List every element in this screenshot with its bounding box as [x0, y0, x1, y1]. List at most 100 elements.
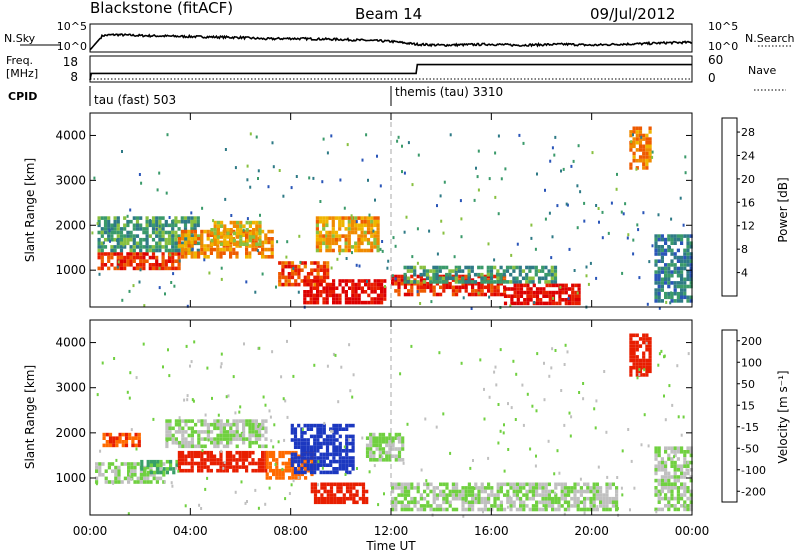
velocity-echo-cell — [181, 433, 185, 438]
power-scatter-cell — [149, 219, 152, 222]
power-echo-cell — [255, 242, 259, 246]
velocity-echo-cell — [335, 452, 339, 457]
velocity-echo-cell — [316, 449, 320, 453]
power-echo-cell — [232, 224, 236, 228]
power-echo-cell — [571, 283, 575, 288]
velocity-echo-cell — [329, 434, 333, 439]
velocity-scatter-cell — [522, 423, 525, 427]
noise-panel: N.Sky 10^5 10^0 10^5 10^0 N.Search — [4, 20, 795, 53]
power-echo-cell — [680, 273, 684, 278]
velocity-echo-cell — [397, 436, 402, 440]
velocity-echo-cell — [300, 459, 304, 464]
power-echo-cell — [119, 259, 124, 263]
power-echo-cell — [558, 298, 562, 302]
power-echo-cell — [525, 265, 529, 270]
velocity-echo-cell — [254, 426, 258, 431]
velocity-echo-cell — [385, 450, 389, 455]
power-echo-cell — [158, 234, 162, 238]
velocity-echo-cell — [554, 486, 558, 490]
power-echo-cell — [322, 241, 326, 246]
power-scatter-cell — [405, 215, 408, 219]
velocity-echo-cell — [272, 450, 276, 455]
power-echo-cell — [129, 234, 133, 238]
velocity-echo-cell — [281, 472, 285, 477]
velocity-echo-cell — [288, 468, 292, 473]
power-echo-cell — [413, 272, 417, 277]
power-echo-cell — [553, 269, 558, 273]
velocity-scatter-cell — [317, 460, 320, 464]
velocity-echo-cell — [319, 463, 323, 467]
power-scatter-cell — [488, 177, 491, 181]
power-scatter-cell — [601, 236, 604, 240]
velocity-scatter-cell — [344, 473, 347, 476]
power-echo-cell — [351, 279, 355, 283]
velocity-scatter-cell — [206, 476, 209, 480]
power-echo-cell — [667, 248, 671, 253]
power-echo-cell — [203, 255, 207, 259]
power-echo-cell — [258, 220, 262, 225]
velocity-echo-cell — [335, 431, 339, 435]
y-tick-label: 3000 — [55, 173, 86, 187]
velocity-scatter-cell — [663, 354, 666, 358]
velocity-echo-cell — [576, 489, 580, 494]
power-echo-cell — [357, 216, 361, 220]
power-echo-cell — [258, 231, 262, 236]
power-echo-cell — [351, 297, 355, 301]
velocity-echo-cell — [531, 482, 535, 487]
velocity-echo-cell — [407, 500, 411, 505]
power-echo-cell — [357, 237, 361, 242]
velocity-scatter-cell — [582, 397, 585, 401]
velocity-echo-cell — [306, 445, 310, 449]
velocity-echo-cell — [127, 462, 131, 466]
power-echo-cell — [360, 237, 364, 242]
velocity-echo-cell — [248, 450, 252, 455]
power-scatter-cell — [374, 198, 376, 202]
velocity-echo-cell — [342, 493, 346, 497]
power-echo-cell — [551, 290, 556, 295]
velocity-echo-cell — [541, 489, 545, 494]
power-echo-cell — [516, 294, 520, 298]
velocity-echo-cell — [579, 507, 583, 512]
power-echo-cell — [316, 279, 320, 283]
power-echo-cell — [473, 272, 478, 277]
power-scatter-cell — [632, 252, 635, 256]
velocity-echo-cell — [190, 458, 194, 462]
velocity-echo-cell — [648, 355, 652, 359]
velocity-echo-cell — [165, 426, 169, 431]
velocity-scatter-cell — [270, 439, 273, 443]
velocity-echo-cell — [325, 449, 330, 453]
power-echo-cell — [477, 289, 481, 293]
velocity-echo-cell — [657, 460, 661, 465]
velocity-scatter-cell — [621, 493, 624, 497]
velocity-scatter-cell — [508, 495, 511, 499]
velocity-echo-cell — [535, 489, 539, 494]
velocity-echo-cell — [369, 447, 373, 451]
power-echo-cell — [258, 235, 262, 239]
power-echo-cell — [366, 219, 371, 224]
power-echo-cell — [132, 255, 136, 260]
power-echo-cell — [373, 290, 377, 294]
velocity-scatter-cell — [200, 507, 203, 510]
power-echo-cell — [548, 283, 552, 288]
power-echo-cell — [119, 237, 124, 242]
power-scatter-cell — [132, 284, 135, 288]
velocity-echo-cell — [660, 496, 664, 501]
velocity-echo-cell — [351, 456, 355, 460]
power-echo-cell — [370, 282, 374, 287]
velocity-echo-cell — [323, 489, 327, 494]
velocity-echo-cell — [381, 450, 386, 455]
power-echo-cell — [196, 248, 200, 253]
power-echo-cell — [654, 299, 658, 303]
velocity-echo-cell — [190, 450, 194, 455]
power-echo-cell — [373, 234, 377, 238]
velocity-echo-cell — [686, 446, 690, 450]
velocity-echo-cell — [165, 437, 169, 441]
velocity-echo-cell — [219, 461, 223, 466]
velocity-echo-cell — [535, 507, 539, 512]
velocity-echo-cell — [272, 454, 276, 459]
power-scatter-cell — [403, 230, 406, 234]
velocity-echo-cell — [210, 437, 214, 441]
power-echo-cell — [203, 244, 207, 248]
velocity-echo-cell — [365, 443, 370, 448]
velocity-scatter-cell — [174, 466, 177, 470]
